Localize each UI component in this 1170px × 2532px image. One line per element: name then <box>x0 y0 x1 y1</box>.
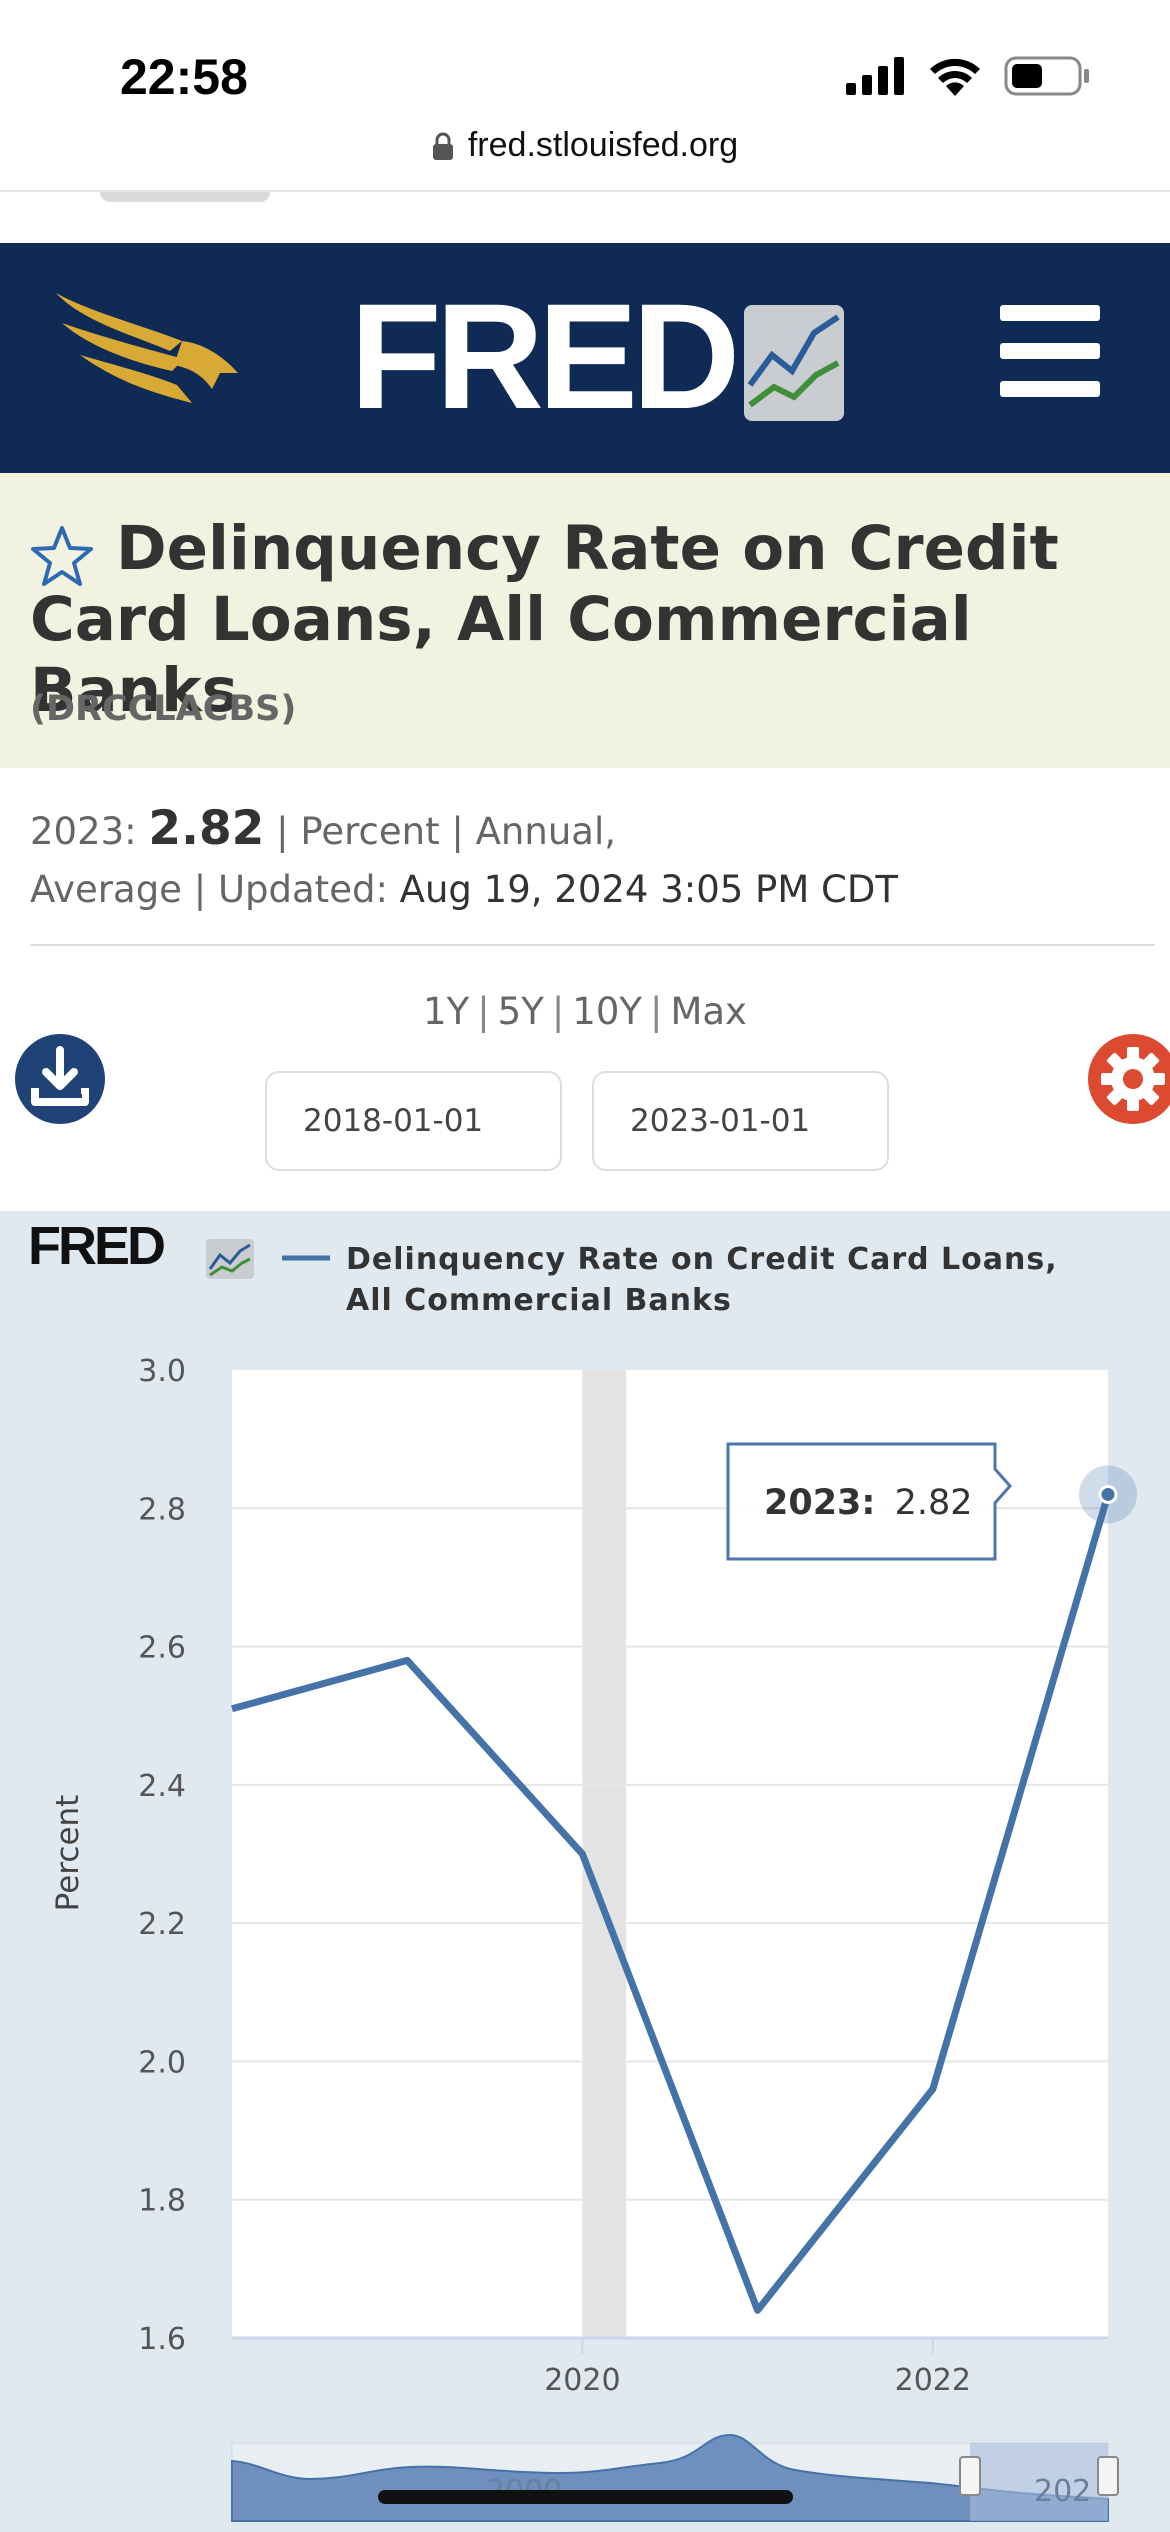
range-5y[interactable]: 5Y <box>497 990 544 1033</box>
wifi-icon <box>930 58 980 96</box>
end-date-input[interactable] <box>592 1071 889 1171</box>
lock-icon <box>432 132 453 160</box>
legend-label[interactable]: Delinquency Rate on Credit Card Loans, A… <box>346 1242 1069 1318</box>
x-tick-label: 2022 <box>895 2363 971 2398</box>
download-button[interactable] <box>15 1034 105 1124</box>
chart-logo-icon <box>744 305 845 421</box>
line-chart[interactable]: FRED Delinquency Rate on Credit Card Loa… <box>0 1211 1170 2532</box>
data-point[interactable] <box>1098 1484 1118 1504</box>
fred-logo[interactable]: FRED <box>350 272 845 440</box>
series-id: (DRCCLACBS) <box>30 689 297 729</box>
range-10y[interactable]: 10Y <box>572 990 642 1033</box>
y-tick-label: 2.4 <box>138 1769 186 1804</box>
frequency: Annual, <box>475 810 616 853</box>
tooltip-value: 2.82 <box>895 1483 973 1523</box>
legend-label-line-1: Delinquency Rate on Credit Card Loans, <box>346 1242 1058 1277</box>
hamburger-icon[interactable] <box>1000 305 1100 397</box>
chart-panel: FRED Delinquency Rate on Credit Card Loa… <box>0 1211 1170 2532</box>
navigator-handle-left[interactable] <box>959 2456 981 2496</box>
star-icon[interactable] <box>30 525 94 587</box>
home-indicator <box>378 2490 793 2504</box>
url-text: fred.stlouisfed.org <box>467 126 739 164</box>
address-bar[interactable]: fred.stlouisfed.org <box>0 120 1170 190</box>
divider <box>0 190 1170 192</box>
chart-watermark-icon <box>206 1239 254 1279</box>
divider <box>30 944 1155 946</box>
updated-value: Aug 19, 2024 3:05 PM CDT <box>399 868 898 911</box>
navigator-label-right: 202 <box>1034 2474 1091 2509</box>
y-axis-title: Percent <box>50 1795 86 1912</box>
y-tick-label: 2.6 <box>138 1631 186 1666</box>
range-max[interactable]: Max <box>670 990 747 1033</box>
recession-band <box>582 1370 627 2338</box>
y-tick-label: 2.8 <box>138 1492 186 1527</box>
navigator[interactable]: 2000 202 <box>231 2433 1119 2522</box>
range-selector: 1Y | 5Y | 10Y | Max <box>423 990 747 1033</box>
eagle-logo-icon[interactable] <box>52 293 242 413</box>
y-tick-label: 3.0 <box>138 1354 186 1389</box>
chart-watermark: FRED <box>28 1216 164 1276</box>
status-icons <box>846 56 1090 96</box>
latest-value: 2.82 <box>148 801 265 856</box>
settings-button[interactable] <box>1088 1034 1170 1124</box>
series-meta: 2023: 2.82 | Percent | Annual, Average |… <box>30 801 898 911</box>
download-icon <box>31 1046 89 1106</box>
status-time: 22:58 <box>120 49 248 105</box>
svg-text:2023: 2.82: 2023: 2.82 <box>764 1483 973 1523</box>
y-tick-label: 2.0 <box>138 2045 186 2080</box>
series-title-band: Delinquency Rate on Credit Card Loans, A… <box>0 473 1170 768</box>
y-tick-label: 1.8 <box>138 2184 186 2219</box>
frequency-aggregation: Average <box>30 868 182 911</box>
page-title: Delinquency Rate on Credit Card Loans, A… <box>30 513 1059 726</box>
start-date-input[interactable] <box>265 1071 562 1171</box>
navigator-handle-right[interactable] <box>1097 2456 1119 2496</box>
tooltip: 2023: 2.82 <box>726 1442 1013 1561</box>
cellular-signal-icon <box>846 57 904 95</box>
series-line[interactable] <box>231 1493 1112 2314</box>
updated-label: Updated: <box>217 868 388 911</box>
latest-period: 2023: <box>30 810 137 853</box>
navigator-selection[interactable] <box>970 2443 1108 2521</box>
scroll-handle <box>100 192 270 202</box>
status-bar: 22:58 <box>0 0 1170 120</box>
legend-label-line-2: All Commercial Banks <box>346 1283 732 1318</box>
y-tick-label: 2.2 <box>138 1907 186 1942</box>
battery-icon <box>1004 56 1089 96</box>
units: Percent <box>300 810 440 853</box>
y-tick-label: 1.6 <box>138 2322 186 2357</box>
fred-logo-text: FRED <box>350 272 740 440</box>
site-header: FRED <box>0 243 1170 473</box>
tooltip-label: 2023: <box>764 1483 875 1523</box>
range-1y[interactable]: 1Y <box>423 990 470 1033</box>
x-tick-label: 2020 <box>544 2363 620 2398</box>
gear-icon <box>1101 1047 1165 1111</box>
